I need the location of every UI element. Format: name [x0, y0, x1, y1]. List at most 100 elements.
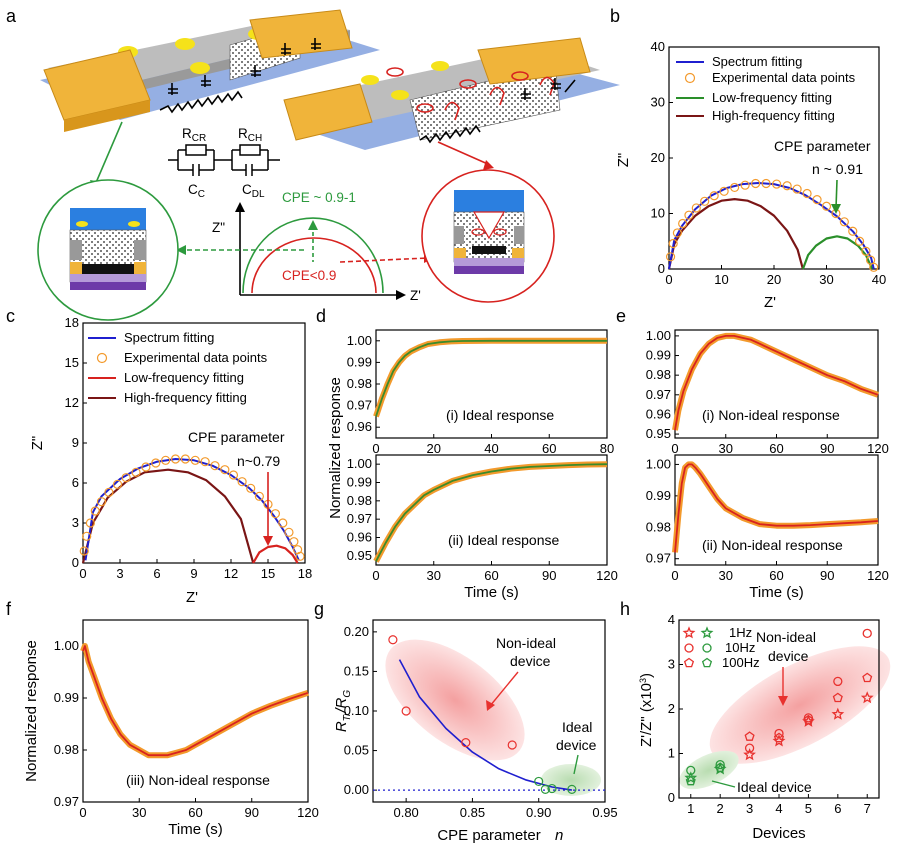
marker-100hz: [803, 714, 814, 725]
panel-label-a: a: [6, 6, 17, 26]
experimental-point: [112, 479, 123, 489]
x-axis-label: Z': [186, 589, 198, 606]
x-tick-label: 0: [79, 566, 86, 581]
x-tick-label: 1: [687, 801, 694, 816]
x-tick-label: 20: [427, 441, 441, 456]
ideal-annotation: device: [556, 737, 597, 753]
legend-100hz: 100Hz: [722, 655, 760, 670]
fit-line: [674, 463, 879, 553]
nonideal-point: [388, 635, 398, 645]
y-tick-label: 0.97: [646, 551, 671, 566]
annotation-arrowhead: [831, 204, 841, 214]
y-tick-label: 0.98: [646, 519, 671, 534]
marker-100hz: [685, 775, 696, 786]
legend-label: High-frequency fitting: [712, 108, 835, 123]
experimental-point: [141, 462, 151, 472]
x-tick-label: 40: [484, 441, 498, 456]
ideal-cross-section-inset: [37, 121, 179, 321]
x-tick-label: 0.95: [592, 805, 617, 820]
y-axis-label: Normalized response: [327, 377, 344, 519]
y-tick-label: 0.95: [646, 426, 671, 441]
experimental-point: [278, 518, 288, 528]
experimental-point: [761, 178, 771, 189]
x-tick-label: 90: [245, 805, 259, 820]
experimental-point: [839, 217, 849, 227]
legend-swatch-10hz: [684, 643, 694, 653]
experimental-point: [254, 491, 264, 501]
ideal-region: [541, 764, 601, 796]
experimental-point: [668, 238, 678, 249]
x-axis-label: CPE parameter: [437, 827, 540, 844]
fit-line: [674, 334, 879, 431]
y-tick-label: 0.97: [347, 398, 372, 413]
c-dl-label: CDL: [242, 182, 265, 200]
x-tick-label: 0: [79, 805, 86, 820]
schematic-zp-label: Z': [410, 288, 421, 303]
ideal-point: [567, 784, 577, 794]
x-tick-label: 10: [714, 272, 728, 287]
experimental-point: [751, 178, 761, 189]
x-tick-label: 60: [769, 568, 783, 583]
schematic-zpp-label: Z": [212, 220, 225, 235]
marker-10hz: [744, 743, 755, 753]
x-tick-label: 9: [190, 566, 197, 581]
chart-e-i: 0 30 60 90 120 0.95 0.96 0.97 0.98 0.99 1.00 (i) No…: [646, 328, 889, 456]
marker-1hz: [700, 626, 714, 639]
r-cr-label: RCR: [182, 126, 206, 144]
experimental-point: [161, 455, 171, 465]
annotation-arrowhead: [263, 536, 273, 546]
annotation-arrowhead: [778, 696, 788, 706]
y-tick-label: 0: [668, 790, 675, 805]
nonideal-annotation: Non-ideal: [496, 635, 556, 651]
x-tick-label: 0: [372, 441, 379, 456]
x-tick-label: 3: [116, 566, 123, 581]
experimental-point: [782, 181, 792, 191]
panel-a-schematic: a: [6, 6, 620, 321]
x-tick-label: 120: [867, 441, 889, 456]
marker-100hz: [832, 692, 843, 703]
x-tick-label: 15: [261, 566, 275, 581]
high-frequency-fit-line: [81, 468, 255, 564]
marker-10hz: [833, 676, 843, 687]
experimental-point: [190, 455, 200, 465]
low-frequency-fit-line: [252, 544, 299, 564]
response-annotation: (ii) Ideal response: [448, 532, 559, 548]
x-tick-label: 120: [596, 568, 618, 583]
y-tick-label: 0: [72, 555, 79, 570]
response-annotation: (i) Non-ideal response: [702, 407, 840, 423]
y-tick-label: 0.00: [344, 782, 369, 797]
annotation-arrow: [711, 780, 736, 788]
experimental-point: [665, 252, 676, 262]
legend-swatch: [684, 72, 696, 84]
marker-10hz: [686, 765, 696, 776]
experimental-point: [700, 196, 710, 206]
y-tick-label: 30: [651, 95, 665, 110]
experimental-point: [869, 262, 879, 272]
x-tick-label: 7: [864, 801, 871, 816]
legend-label: High-frequency fitting: [124, 390, 247, 405]
y-tick-label: 40: [651, 39, 665, 54]
y-tick-label: 0.97: [646, 387, 671, 402]
cpe-parameter-label: CPE parameter: [188, 429, 285, 445]
x-axis-label: Time (s): [168, 821, 222, 838]
x-tick-label: 6: [834, 801, 841, 816]
experimental-point: [772, 179, 782, 189]
y-tick-label: 1.00: [347, 333, 372, 348]
y-tick-label: 10: [651, 206, 665, 221]
marker-10hz: [774, 728, 784, 739]
experimental-point: [170, 454, 181, 464]
legend-swatch-10hz: [702, 643, 712, 653]
y-tick-label: 0.99: [646, 488, 671, 503]
x-tick-label: 0.90: [526, 805, 551, 820]
y-tick-label: 0.97: [347, 511, 372, 526]
x-tick-label: 0: [665, 272, 672, 287]
experimental-point: [861, 246, 871, 256]
y-tick-label: 15: [65, 355, 79, 370]
y-tick-label: 1: [668, 746, 675, 761]
nyquist-schematic: [176, 202, 434, 300]
r-ch-label: RCH: [238, 126, 262, 144]
fit-line: [375, 463, 608, 562]
x-tick-label: 80: [600, 441, 614, 456]
legend-10hz: 10Hz: [725, 640, 755, 655]
chart-h: 1 2 3 4 5 6 7012341Hz10Hz100HzNon-idealdeviceI…: [638, 612, 891, 842]
